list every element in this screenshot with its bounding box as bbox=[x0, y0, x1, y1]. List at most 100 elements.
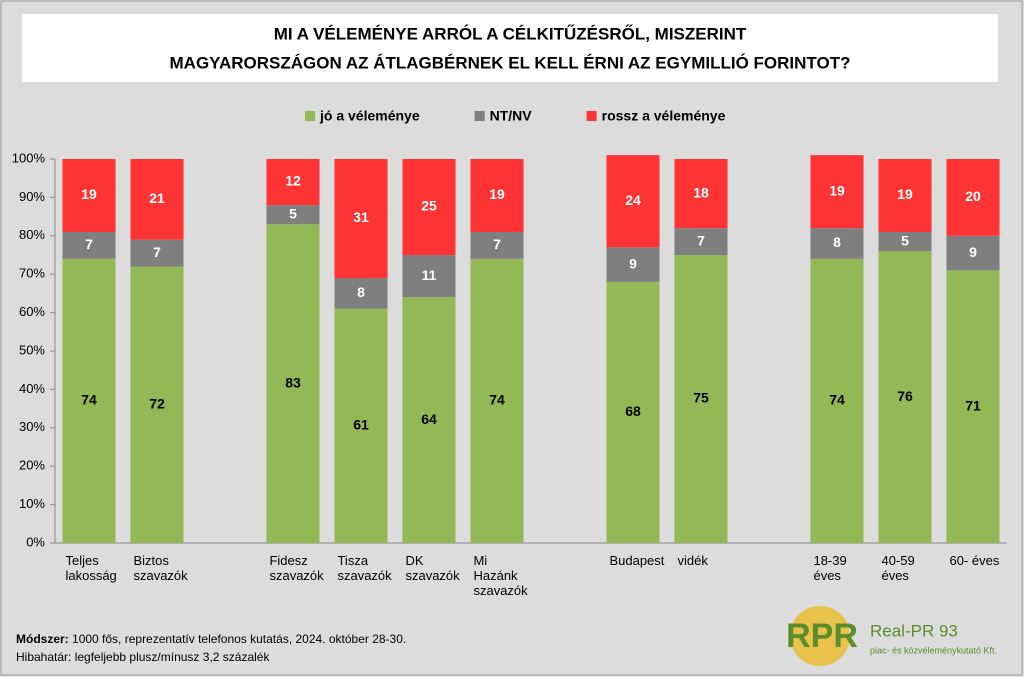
data-label: 19 bbox=[81, 186, 97, 202]
title-box bbox=[22, 14, 998, 82]
y-tick-label: 100% bbox=[12, 150, 46, 165]
data-label: 31 bbox=[353, 209, 369, 225]
data-label: 5 bbox=[289, 205, 297, 221]
bar-segment bbox=[470, 231, 524, 259]
bar-segment bbox=[878, 231, 932, 252]
data-label: 7 bbox=[85, 236, 93, 252]
data-label: 25 bbox=[421, 198, 437, 214]
data-label: 8 bbox=[357, 284, 365, 300]
logo: RPR Real-PR 93 piac- és közvéleménykutat… bbox=[786, 606, 997, 666]
data-label: 24 bbox=[625, 192, 641, 208]
legend-label: NT/NV bbox=[490, 108, 533, 124]
x-tick-label: 18-39 éves bbox=[813, 553, 847, 583]
data-label: 83 bbox=[285, 374, 301, 390]
data-label: 19 bbox=[829, 182, 845, 198]
x-tick-label: Budapest bbox=[609, 553, 665, 568]
logo-name: Real-PR 93 bbox=[870, 621, 958, 640]
data-label: 74 bbox=[829, 392, 845, 408]
x-tick-label: Tisza szavazók bbox=[337, 553, 392, 583]
bar-segment bbox=[62, 258, 116, 543]
y-tick-label: 40% bbox=[19, 381, 45, 396]
y-tick-label: 70% bbox=[19, 266, 45, 281]
bar-segment bbox=[946, 159, 1000, 236]
logo-badge bbox=[790, 606, 850, 666]
data-label: 7 bbox=[697, 232, 705, 248]
data-label: 68 bbox=[625, 403, 641, 419]
bar-segment bbox=[674, 159, 728, 229]
data-label: 7 bbox=[493, 236, 501, 252]
bar-segment bbox=[334, 278, 388, 309]
legend-swatch bbox=[474, 111, 485, 121]
legend-label: jó a véleménye bbox=[319, 108, 420, 124]
bar-segment bbox=[470, 258, 524, 543]
method-label: Módszer: bbox=[16, 632, 69, 646]
bar-segment bbox=[266, 159, 320, 206]
error-note: Hibahatár: legfeljebb plusz/mínusz 3,2 s… bbox=[16, 650, 270, 664]
bar-segment bbox=[334, 159, 388, 279]
data-label: 64 bbox=[421, 411, 437, 427]
y-tick-label: 20% bbox=[19, 458, 45, 473]
bar-segment bbox=[130, 266, 184, 543]
data-label: 21 bbox=[149, 190, 165, 206]
bar-segment bbox=[266, 224, 320, 543]
data-label: 20 bbox=[965, 188, 981, 204]
y-tick-label: 90% bbox=[19, 189, 45, 204]
method-note: Módszer: 1000 fős, reprezentatív telefon… bbox=[16, 632, 406, 646]
y-tick-label: 0% bbox=[26, 534, 45, 549]
y-tick-label: 80% bbox=[19, 227, 45, 242]
data-label: 19 bbox=[897, 186, 913, 202]
bar-segment bbox=[606, 247, 660, 282]
bar-segment bbox=[266, 205, 320, 225]
y-tick-label: 50% bbox=[19, 342, 45, 357]
logo-tagline: piac- és közvéleménykutató Kft. bbox=[870, 645, 997, 655]
chart-title: MI A VÉLEMÉNYE ARRÓL A CÉLKITŰZÉSRŐL, MI… bbox=[274, 24, 747, 43]
bar-segment bbox=[62, 231, 116, 259]
data-label: 76 bbox=[897, 388, 913, 404]
data-label: 72 bbox=[149, 395, 165, 411]
bar-segment bbox=[946, 270, 1000, 543]
y-tick-label: 10% bbox=[19, 496, 45, 511]
bar-segment bbox=[402, 297, 456, 543]
data-label: 74 bbox=[81, 392, 97, 408]
data-label: 8 bbox=[833, 234, 841, 250]
y-tick-label: 30% bbox=[19, 419, 45, 434]
bar-segment bbox=[130, 239, 184, 267]
x-tick-label: 60- éves bbox=[949, 553, 1000, 568]
x-tick-label: 40-59 éves bbox=[881, 553, 915, 583]
x-tick-label: Fidesz szavazók bbox=[269, 553, 324, 583]
bar-segment bbox=[402, 159, 456, 255]
x-tick-label: Teljes lakosság bbox=[65, 553, 117, 583]
method-text: 1000 fős, reprezentatív telefonos kutatá… bbox=[72, 632, 407, 646]
bar-segment bbox=[402, 255, 456, 298]
y-tick-label: 60% bbox=[19, 304, 45, 319]
x-tick-label: Biztos szavazók bbox=[133, 553, 188, 583]
data-label: 71 bbox=[965, 397, 981, 413]
bar-segment bbox=[810, 155, 864, 229]
data-label: 11 bbox=[422, 267, 437, 283]
chart-title: MAGYARORSZÁGON AZ ÁTLAGBÉRNEK EL KELL ÉR… bbox=[170, 53, 851, 72]
bar-segment bbox=[334, 308, 388, 543]
data-label: 9 bbox=[969, 244, 977, 260]
x-tick-label: Mi Hazánk szavazók bbox=[473, 553, 528, 598]
data-label: 9 bbox=[629, 255, 637, 271]
bar-segment bbox=[606, 155, 660, 248]
legend-swatch bbox=[586, 111, 597, 121]
logo-mark: RPR bbox=[786, 617, 858, 655]
bar-segment bbox=[946, 235, 1000, 271]
data-label: 61 bbox=[353, 417, 369, 433]
bar-segment bbox=[674, 255, 728, 543]
bar-segment bbox=[62, 159, 116, 232]
bar-segment bbox=[878, 159, 932, 232]
legend-label: rossz a véleménye bbox=[602, 108, 726, 124]
bar-segment bbox=[470, 159, 524, 232]
data-label: 12 bbox=[285, 173, 301, 189]
bar-segment bbox=[606, 281, 660, 543]
data-label: 19 bbox=[489, 186, 505, 202]
bar-segment bbox=[810, 258, 864, 543]
data-label: 75 bbox=[693, 390, 709, 406]
bar-segment bbox=[130, 159, 184, 240]
bar-segment bbox=[674, 228, 728, 255]
